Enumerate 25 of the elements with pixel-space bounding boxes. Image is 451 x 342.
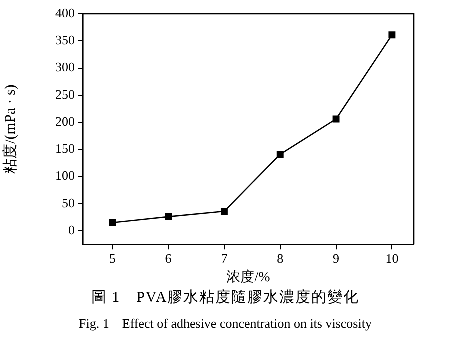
- y-tick-label: 150: [56, 141, 75, 156]
- x-tick-label: 5: [109, 250, 116, 266]
- y-tick-label: 100: [56, 168, 75, 184]
- point: [109, 219, 116, 226]
- text: Fig. 1 Effect of adhesive concentration on its viscosity: [78, 315, 373, 333]
- y-tick-label: 300: [56, 60, 75, 75]
- y-tick-label: 400: [56, 5, 75, 20]
- x-tick-label: 10: [386, 250, 399, 266]
- y-tick-label: 350: [56, 32, 75, 48]
- y-tick-label: 0: [68, 222, 75, 238]
- point: [220, 208, 228, 215]
- y-tick-label: 50: [62, 195, 75, 210]
- y-axis-title: 粘度/(mPa · s): [2, 84, 19, 174]
- point: [276, 151, 284, 158]
- x-tick-label: 9: [333, 250, 340, 266]
- x-tick-label: 6: [165, 250, 172, 266]
- text: 圖 1 PVA膠水粘度隨膠水濃度的變化: [90, 288, 361, 307]
- x-axis-title: 浓度/%: [226, 269, 271, 286]
- x-tick-label: 8: [277, 250, 284, 266]
- y-tick-label: 250: [56, 86, 75, 102]
- point: [332, 116, 340, 123]
- y-tick-label: 200: [56, 114, 75, 129]
- x-tick-label: 7: [221, 250, 228, 266]
- point: [388, 32, 396, 39]
- point: [165, 213, 172, 220]
